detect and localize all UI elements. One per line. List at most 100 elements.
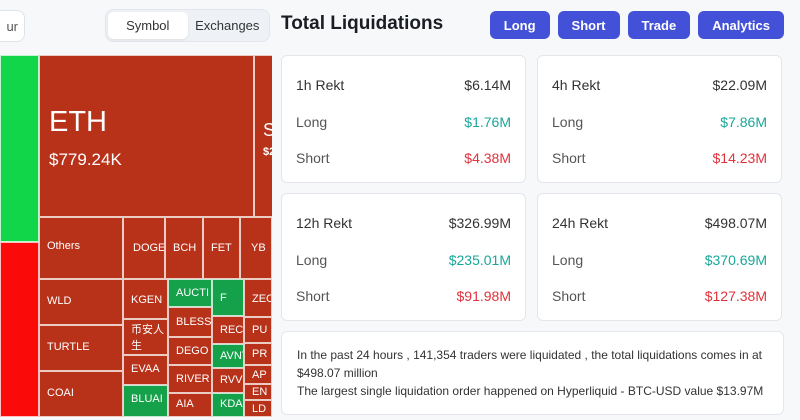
treemap-cell-f[interactable]: F: [212, 279, 244, 316]
treemap-cell-rvv[interactable]: RVV: [212, 368, 244, 393]
treemap-cell-dego[interactable]: DEGO: [168, 337, 212, 365]
card-4h: 4h Rekt $22.09M Long $7.86M Short $14.23M: [537, 55, 782, 183]
page-title: Total Liquidations: [281, 13, 444, 34]
treemap-cell-coai[interactable]: COAI: [39, 371, 123, 417]
cell-label: YB: [251, 242, 266, 254]
timeframe-label: ur: [6, 18, 18, 34]
treemap-cell-en[interactable]: EN: [244, 384, 272, 400]
long-label: Long: [296, 114, 328, 130]
cell-label: EN: [252, 386, 268, 398]
treemap-cell-zec[interactable]: ZEC: [244, 279, 272, 317]
treemap-cell-ld[interactable]: LD: [244, 400, 272, 417]
short-value: $4.38M: [464, 150, 511, 166]
long-value: $370.69M: [704, 252, 767, 268]
treemap-cell-turtle[interactable]: TURTLE: [39, 325, 123, 371]
treemap-cell-bless[interactable]: BLESS: [168, 307, 212, 337]
cell-label: RVV: [220, 374, 243, 386]
treemap-cell-aia[interactable]: AIA: [168, 393, 212, 417]
short-label: Short: [552, 288, 586, 304]
cell-label: DOGE: [133, 242, 165, 254]
short-label: Short: [552, 150, 586, 166]
cell-label: PR: [252, 348, 268, 360]
card-label: 24h Rekt: [552, 215, 609, 231]
cell-label: AVNT: [220, 350, 243, 362]
treemap-cell-evaa[interactable]: EVAA: [123, 355, 168, 385]
card-total: $6.14M: [464, 77, 511, 93]
cell-label: AIA: [176, 398, 194, 410]
card-label: 1h Rekt: [296, 77, 345, 93]
treemap-cell-yb[interactable]: YB: [240, 217, 272, 279]
action-buttons: Long Short Trade Analytics: [489, 11, 784, 39]
long-label: Long: [296, 252, 328, 268]
cell-label: KDA: [220, 398, 243, 410]
cell-label: WLD: [47, 295, 72, 307]
treemap-cell-fet[interactable]: FET: [203, 217, 240, 279]
treemap-cell[interactable]: S $2: [254, 55, 272, 217]
treemap-cell-bch[interactable]: BCH: [165, 217, 203, 279]
summary-line-2: The largest single liquidation order hap…: [297, 384, 764, 398]
treemap-cell-kgen[interactable]: KGEN: [123, 279, 168, 319]
short-label: Short: [296, 288, 330, 304]
tab-symbol[interactable]: Symbol: [108, 12, 188, 39]
cell-label: ZEC: [252, 293, 272, 305]
long-label: Long: [552, 114, 584, 130]
cell-label: BLESS: [176, 316, 212, 328]
treemap-cell-eth[interactable]: ETH $779.24K: [39, 55, 254, 217]
cell-label: AP: [252, 369, 267, 381]
tab-exchanges[interactable]: Exchanges: [195, 18, 260, 33]
treemap-cell-ap[interactable]: AP: [244, 365, 272, 384]
cell-label: COAI: [47, 387, 74, 399]
cell-label: AUCTI: [176, 287, 209, 299]
timeframe-select[interactable]: ur: [0, 10, 25, 42]
long-button[interactable]: Long: [489, 11, 550, 39]
long-value: $235.01M: [448, 252, 511, 268]
card-label: 4h Rekt: [552, 77, 601, 93]
treemap-cell-pu[interactable]: PU: [244, 317, 272, 343]
summary-line-1: In the past 24 hours , 141,354 traders w…: [297, 348, 762, 380]
treemap-cell[interactable]: [0, 242, 39, 417]
eth-symbol: ETH: [49, 106, 107, 138]
short-button[interactable]: Short: [557, 11, 620, 39]
cell-label: 币安人生: [131, 324, 164, 352]
cell-label: RIVER: [176, 373, 210, 385]
card-12h: 12h Rekt $326.99M Long $235.01M Short $91.9…: [281, 193, 526, 321]
card-1h: 1h Rekt $6.14M Long $1.76M Short $4.38M: [281, 55, 526, 183]
card-label: 12h Rekt: [296, 215, 353, 231]
card-total: $498.07M: [704, 215, 767, 231]
liquidation-summary: In the past 24 hours , 141,354 traders w…: [281, 331, 784, 415]
card-total: $326.99M: [448, 215, 511, 231]
cell-label: Others: [47, 240, 81, 252]
partial-value: $2: [263, 146, 272, 158]
cell-label: LD: [252, 403, 267, 415]
treemap-cell-auction[interactable]: AUCTI: [168, 279, 212, 307]
cell-label: PU: [252, 324, 268, 336]
short-value: $91.98M: [456, 288, 511, 304]
treemap-cell-river[interactable]: RIVER: [168, 365, 212, 393]
short-value: $127.38M: [704, 288, 767, 304]
treemap-cell-others[interactable]: Others: [39, 217, 123, 279]
liquidation-treemap: ETH $779.24K S $2 Others DOGE BCH FET YB…: [0, 55, 272, 417]
treemap-cell-kda[interactable]: KDA: [212, 393, 244, 417]
treemap-cell-avnt[interactable]: AVNT: [212, 344, 244, 368]
treemap-cell-pr[interactable]: PR: [244, 343, 272, 365]
cell-label: DEGO: [176, 345, 209, 357]
card-total: $22.09M: [712, 77, 767, 93]
treemap-cell-doge[interactable]: DOGE: [123, 217, 165, 279]
long-value: $7.86M: [720, 114, 767, 130]
treemap-cell[interactable]: [0, 55, 39, 242]
trade-button[interactable]: Trade: [627, 11, 691, 39]
treemap-cell-bluai[interactable]: BLUAI: [123, 385, 168, 417]
partial-symbol: S: [263, 120, 272, 141]
long-label: Long: [552, 252, 584, 268]
cell-label: EVAA: [131, 363, 160, 375]
treemap-cell-wld[interactable]: WLD: [39, 279, 123, 325]
cell-label: BCH: [173, 242, 197, 254]
treemap-cell-bianren[interactable]: 币安人生: [123, 319, 168, 355]
analytics-button[interactable]: Analytics: [698, 11, 784, 39]
short-label: Short: [296, 150, 330, 166]
cell-label: FET: [211, 242, 232, 254]
cell-label: TURTLE: [47, 341, 90, 353]
